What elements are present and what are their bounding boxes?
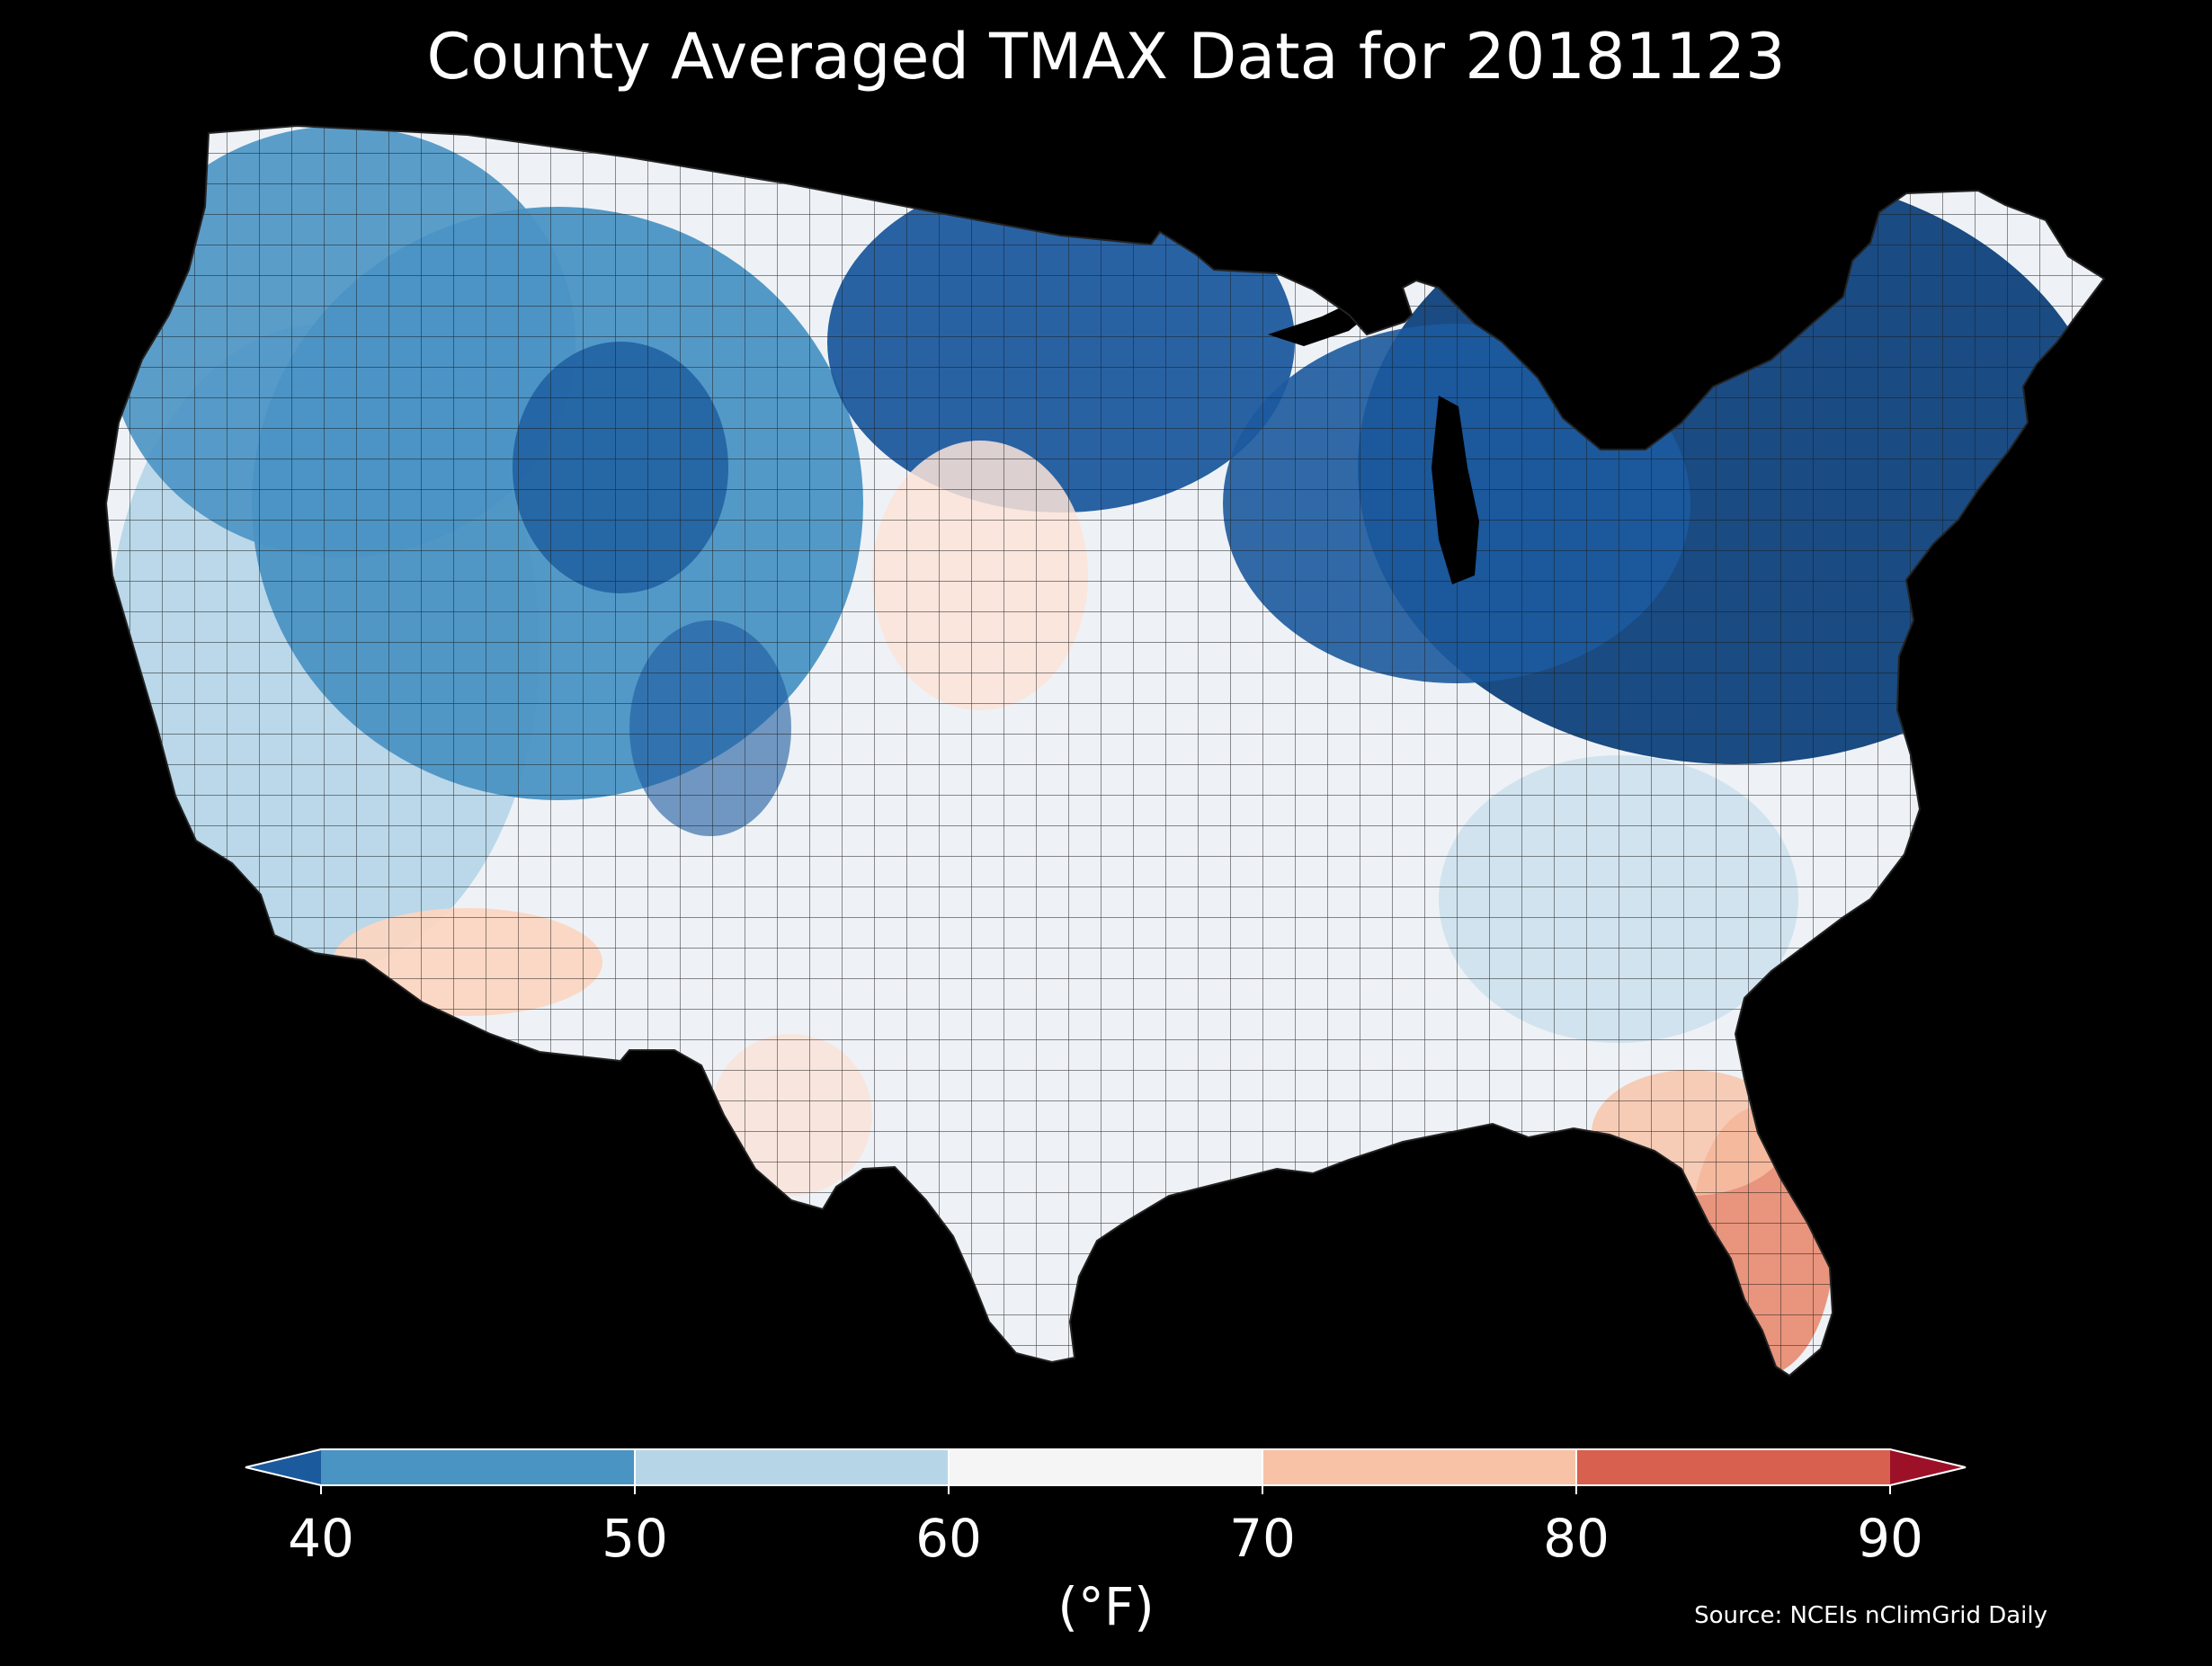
colorbar-bin-80-90 (1576, 1449, 1890, 1485)
colorbar (245, 1448, 1967, 1494)
source-note: Source: NCEIs nClimGrid Daily (1694, 1602, 2047, 1629)
colorbar-tick-90: 90 (1857, 1508, 1923, 1569)
map-title: County Averaged TMAX Data for 20181123 (426, 20, 1786, 94)
colorbar-tick-80: 80 (1543, 1508, 1610, 1569)
lake-superior (1268, 295, 1380, 346)
colorbar-label: (°F) (1057, 1576, 1155, 1637)
lake-michigan (1432, 396, 1479, 584)
colorbar-tick-60: 60 (915, 1508, 982, 1569)
colorbar-bin-60-70 (949, 1449, 1262, 1485)
colorbar-bin-40-50 (321, 1449, 635, 1485)
colorbar-extend-high (1890, 1449, 1966, 1485)
us-outline (104, 124, 2106, 1377)
colorbar-bin-70-80 (1262, 1449, 1576, 1485)
colorbar-extend-low (245, 1449, 321, 1485)
colorbar-tick-50: 50 (602, 1508, 668, 1569)
colorbar-bin-50-60 (635, 1449, 949, 1485)
colorbar-tick-70: 70 (1229, 1508, 1296, 1569)
colorbar-tick-40: 40 (288, 1508, 354, 1569)
